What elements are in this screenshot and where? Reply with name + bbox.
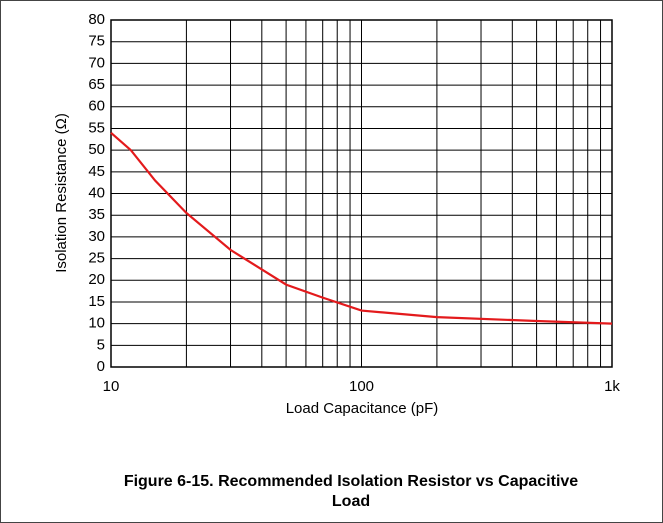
y-tick-label: 60 xyxy=(88,98,105,115)
x-tick-label: 1k xyxy=(604,378,620,395)
y-tick-label: 70 xyxy=(88,54,105,71)
y-tick-label: 45 xyxy=(88,163,105,180)
x-tick-label: 100 xyxy=(349,378,374,395)
y-tick-label: 35 xyxy=(88,206,105,223)
y-axis-label: Isolation Resistance (Ω) xyxy=(53,113,70,273)
line xyxy=(110,131,613,325)
y-tick-label: 15 xyxy=(88,293,105,310)
y-tick-label: 65 xyxy=(88,76,105,93)
y-tick-label: 30 xyxy=(88,228,105,245)
y-tick-label: 0 xyxy=(97,358,105,375)
y-tick-label: 40 xyxy=(88,184,105,201)
y-tick-label: 25 xyxy=(88,250,105,267)
y-tick-label: 80 xyxy=(88,11,105,28)
x-axis-label: Load Capacitance (pF) xyxy=(286,400,439,417)
figure-caption: Figure 6-15. Recommended Isolation Resis… xyxy=(124,473,578,510)
y-tick-label: 10 xyxy=(88,315,105,332)
y-tick-label: 75 xyxy=(88,33,105,50)
y-tick-label: 5 xyxy=(97,336,105,353)
y-tick-label: 50 xyxy=(88,141,105,158)
x-tick-label: 10 xyxy=(103,378,120,395)
plot-border xyxy=(110,19,613,368)
y-tick-label: 55 xyxy=(88,119,105,136)
y-tick-label: 20 xyxy=(88,271,105,288)
